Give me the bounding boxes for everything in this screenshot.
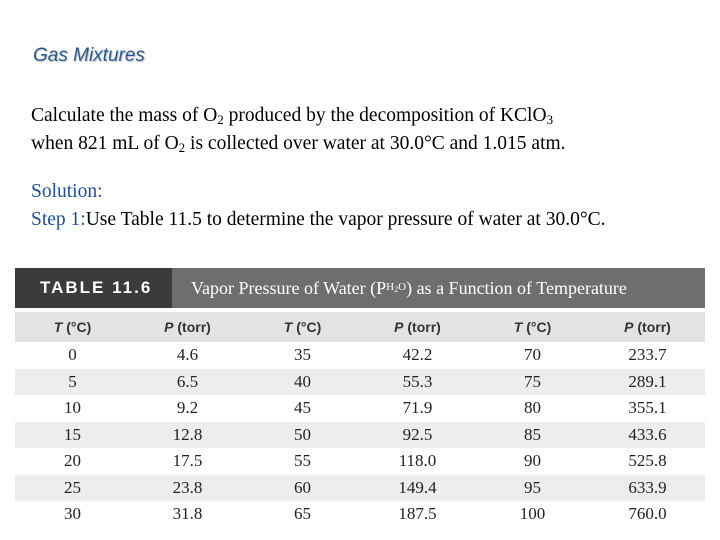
table-cell: 75 (475, 368, 590, 395)
column-header-pressure: P (torr) (130, 312, 245, 342)
table-cell: 71.9 (360, 395, 475, 422)
table-cell: 118.0 (360, 448, 475, 475)
table-cell: 12.8 (130, 421, 245, 448)
table-cell: 80 (475, 395, 590, 422)
table-cell: 760.0 (590, 501, 705, 528)
table-cell: 85 (475, 421, 590, 448)
table-cell: 60 (245, 474, 360, 501)
table-cell: 525.8 (590, 448, 705, 475)
table-cell: 4.6 (130, 342, 245, 369)
problem-line-1: Calculate the mass of O2 produced by the… (31, 105, 554, 127)
table-cell: 6.5 (130, 368, 245, 395)
table-cell: 15 (15, 421, 130, 448)
table-header-bar: TABLE 11.6 Vapor Pressure of Water (P H2O… (15, 268, 705, 308)
step-text: Use Table 11.5 to determine the vapor pr… (85, 209, 606, 230)
solution-step-1: Step 1:Use Table 11.5 to determine the v… (31, 206, 701, 234)
table-cell: 5 (15, 368, 130, 395)
table-row: 10 9.2 45 71.9 80 355.1 (15, 395, 705, 422)
table-row: 5 6.5 40 55.3 75 289.1 (15, 368, 705, 395)
table-cell: 45 (245, 395, 360, 422)
table-row: 15 12.8 50 92.5 85 433.6 (15, 421, 705, 448)
table-grid: T (°C) P (torr) T (°C) P (torr) T (°C) P… (15, 312, 705, 528)
table-cell: 30 (15, 501, 130, 528)
table-caption: Vapor Pressure of Water (P H2O) as a Func… (191, 277, 627, 298)
column-header-temp: T (°C) (475, 312, 590, 342)
slide-title: Gas Mixtures (33, 45, 145, 66)
table-row: 0 4.6 35 42.2 70 233.7 (15, 342, 705, 369)
table-cell: 9.2 (130, 395, 245, 422)
table-cell: 187.5 (360, 501, 475, 528)
table-cell: 0 (15, 342, 130, 369)
table-cell: 90 (475, 448, 590, 475)
table-cell: 31.8 (130, 501, 245, 528)
table-cell: 95 (475, 474, 590, 501)
step-label: Step 1: (31, 209, 86, 230)
table-cell: 23.8 (130, 474, 245, 501)
table-cell: 42.2 (360, 342, 475, 369)
problem-text: Calculate the mass of O2 produced by the… (31, 102, 701, 158)
table-column-headers: T (°C) P (torr) T (°C) P (torr) T (°C) P… (15, 312, 705, 342)
table-cell: 17.5 (130, 448, 245, 475)
table-row: 20 17.5 55 118.0 90 525.8 (15, 448, 705, 475)
column-header-pressure: P (torr) (590, 312, 705, 342)
table-cell: 50 (245, 421, 360, 448)
solution-block: Solution: Step 1:Use Table 11.5 to deter… (31, 178, 701, 234)
table-cell: 55.3 (360, 368, 475, 395)
table-number-label: TABLE 11.6 (15, 268, 172, 308)
table-cell: 70 (475, 342, 590, 369)
problem-line-2: when 821 mL of O2 is collected over wate… (31, 133, 566, 155)
table-cell: 149.4 (360, 474, 475, 501)
table-row: 25 23.8 60 149.4 95 633.9 (15, 474, 705, 501)
table-cell: 92.5 (360, 421, 475, 448)
table-cell: 65 (245, 501, 360, 528)
table-cell: 355.1 (590, 395, 705, 422)
column-header-temp: T (°C) (245, 312, 360, 342)
table-cell: 433.6 (590, 421, 705, 448)
table-cell: 633.9 (590, 474, 705, 501)
table-cell: 100 (475, 501, 590, 528)
solution-heading: Solution: (31, 181, 103, 202)
table-cell: 25 (15, 474, 130, 501)
vapor-pressure-table: TABLE 11.6 Vapor Pressure of Water (P H2O… (15, 268, 705, 528)
table-cell: 10 (15, 395, 130, 422)
table-cell: 35 (245, 342, 360, 369)
table-cell: 40 (245, 368, 360, 395)
table-row: 30 31.8 65 187.5 100 760.0 (15, 501, 705, 528)
table-cell: 233.7 (590, 342, 705, 369)
column-header-pressure: P (torr) (360, 312, 475, 342)
column-header-temp: T (°C) (15, 312, 130, 342)
table-cell: 20 (15, 448, 130, 475)
table-cell: 289.1 (590, 368, 705, 395)
table-cell: 55 (245, 448, 360, 475)
